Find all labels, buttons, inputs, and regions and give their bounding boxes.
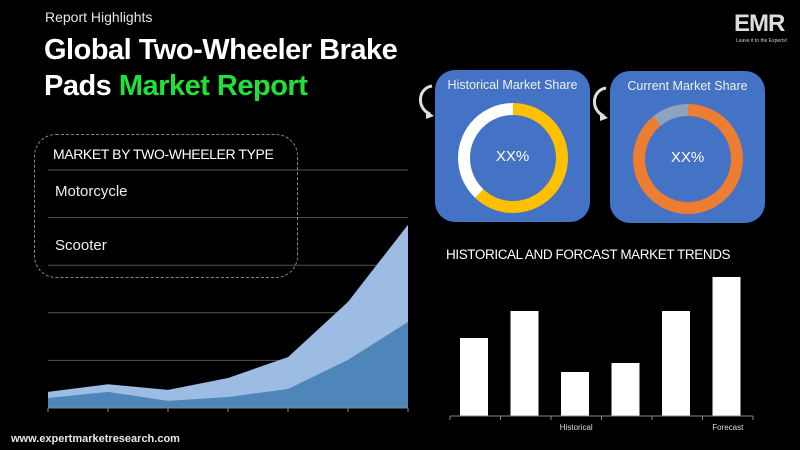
x-tick-label: Historical [560, 423, 593, 432]
segment-item-scooter: Scooter [55, 237, 107, 254]
donut-chart [633, 104, 743, 214]
card-title: Historical Market Share [447, 78, 578, 92]
bar [510, 311, 539, 416]
segment-box [34, 134, 298, 278]
current-share-card: Current Market Share XX% [610, 71, 765, 223]
logo-tagline: Leave it to the Experts! [736, 38, 788, 44]
x-tick-label: Forecast [712, 423, 744, 432]
area-series-0 [48, 224, 408, 408]
share-value: XX% [670, 149, 705, 166]
kicker: Report Highlights [45, 9, 153, 25]
donut-segment-1 [458, 103, 568, 213]
segment-item-motorcycle: Motorcycle [55, 183, 128, 200]
bar [662, 311, 690, 416]
bar-chart: Historical Forecast [449, 277, 754, 432]
donut-segment-1 [633, 104, 743, 214]
historical-share-card: Historical Market Share XX% [435, 70, 590, 222]
bar [712, 277, 741, 416]
area-series-1 [48, 321, 408, 408]
logo-text: EMR [734, 10, 785, 37]
footer-url: www.expertmarketresearch.com [11, 433, 180, 445]
page-title: Global Two-Wheeler Brake Pads Market Rep… [44, 32, 398, 104]
title-line1: Global Two-Wheeler Brake [44, 34, 398, 66]
bar-chart-title: HISTORICAL AND FORCAST MARKET TRENDS [446, 247, 731, 262]
bar [460, 338, 488, 416]
share-value: XX% [495, 148, 530, 165]
segment-heading: MARKET BY TWO-WHEELER TYPE [53, 146, 274, 162]
title-highlight: Market Report [118, 70, 308, 102]
area-chart [47, 169, 409, 412]
donut-chart [458, 103, 568, 213]
emr-logo: EMR Leave it to the Experts! [728, 10, 788, 50]
bar [611, 363, 640, 416]
card-title: Current Market Share [627, 79, 748, 93]
curved-arrow-icon [419, 84, 434, 119]
curved-arrow-icon [593, 86, 608, 121]
title-line2: Pads [44, 70, 119, 102]
bar [561, 372, 589, 416]
